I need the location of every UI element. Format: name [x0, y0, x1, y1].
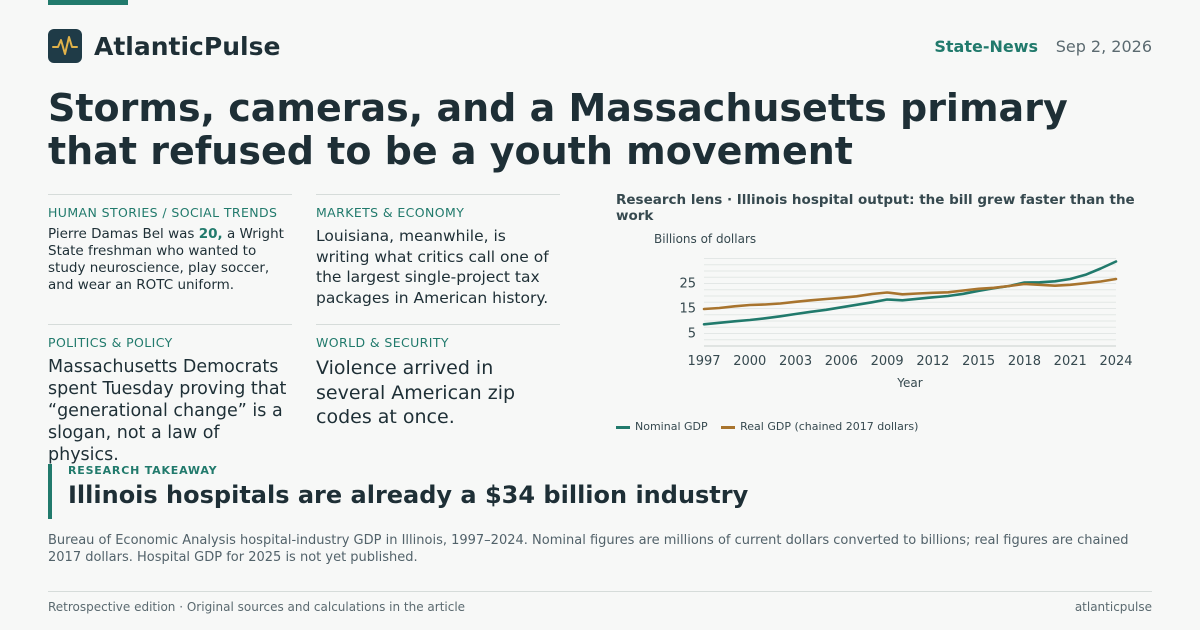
footer-divider [48, 591, 1152, 592]
x-tick-label: 1997 [687, 354, 720, 369]
card-dek: Violence arrived in several American zip… [316, 357, 516, 428]
chart-title: Research lens · Illinois hospital output… [616, 192, 1135, 224]
x-tick-label: 2018 [1008, 354, 1041, 369]
research-takeaway: RESEARCH TAKEAWAY Illinois hospitals are… [48, 464, 1156, 519]
card-kicker: WORLD & SECURITY [316, 335, 449, 350]
legend-item-real: Real GDP (chained 2017 dollars) [721, 420, 918, 433]
takeaway-text: Illinois hospitals are already a $34 bil… [68, 481, 749, 509]
dek-text: a Wright State freshman who wanted to st… [48, 226, 284, 293]
x-tick-label: 2003 [779, 354, 812, 369]
legend-label: Nominal GDP [635, 420, 708, 433]
chart-legend: Nominal GDP Real GDP (chained 2017 dolla… [616, 420, 928, 433]
site-header: AtlanticPulse State-News Sep 2, 2026 [48, 29, 1152, 63]
takeaway-label: RESEARCH TAKEAWAY [68, 464, 218, 477]
legend-swatch [721, 425, 736, 429]
footer-edition-note: Retrospective edition · Original sources… [48, 600, 466, 614]
card-dek: Massachusetts Democrats spent Tuesday pr… [48, 357, 287, 465]
main-headline[interactable]: Storms, cameras, and a Massachusetts pri… [48, 86, 1068, 173]
card-kicker: MARKETS & ECONOMY [316, 205, 465, 220]
logo[interactable] [48, 29, 82, 63]
x-tick-label: 2021 [1054, 354, 1087, 369]
card-dek: Pierre Damas Bel was 20, a Wright State … [48, 226, 292, 294]
section-link[interactable]: State-News [934, 37, 1038, 56]
legend-item-nominal: Nominal GDP [616, 420, 708, 433]
story-card-human[interactable]: HUMAN STORIES / SOCIAL TRENDS Pierre Dam… [48, 194, 292, 294]
x-tick-label: 2009 [871, 354, 904, 369]
legend-label: Real GDP (chained 2017 dollars) [740, 420, 919, 433]
y-tick-label: 5 [688, 327, 696, 342]
publish-date: Sep 2, 2026 [1055, 37, 1152, 56]
x-tick-label: 2006 [825, 354, 858, 369]
y-axis-label: Billions of dollars [654, 232, 756, 246]
y-tick-label: 15 [679, 302, 696, 317]
story-card-markets[interactable]: MARKETS & ECONOMY Louisiana, meanwhile, … [316, 194, 560, 308]
x-tick-label: 2000 [733, 354, 766, 369]
gdp-line-chart: 5 15 25 1997 2000 2003 2006 2009 2012 2015 2018 202… [654, 232, 1133, 390]
real-gdp-line [702, 277, 1118, 311]
dek-highlight: 20, [198, 226, 223, 242]
x-axis-label: Year [896, 376, 922, 390]
x-tick-label: 2015 [962, 354, 995, 369]
story-card-politics[interactable]: POLITICS & POLICY Massachusetts Democrat… [48, 324, 292, 466]
dek-text: Pierre Damas Bel was [48, 226, 199, 242]
card-dek: Louisiana, meanwhile, is writing what cr… [316, 227, 549, 307]
pulse-line-icon [52, 36, 78, 55]
card-kicker: POLITICS & POLICY [48, 335, 173, 350]
nominal-gdp-line [702, 260, 1118, 326]
site-name[interactable]: AtlanticPulse [94, 32, 281, 61]
footer-site-link[interactable]: atlanticpulse [1074, 600, 1152, 614]
x-tick-label: 2012 [916, 354, 949, 369]
source-note: Bureau of Economic Analysis hospital-ind… [48, 533, 1129, 565]
story-card-world[interactable]: WORLD & SECURITY Violence arrived in sev… [316, 324, 560, 430]
legend-swatch [616, 425, 630, 429]
y-tick-label: 25 [679, 277, 696, 292]
x-tick-label: 2024 [1099, 354, 1132, 369]
top-accent-bar [48, 0, 128, 5]
card-kicker: HUMAN STORIES / SOCIAL TRENDS [48, 205, 278, 220]
